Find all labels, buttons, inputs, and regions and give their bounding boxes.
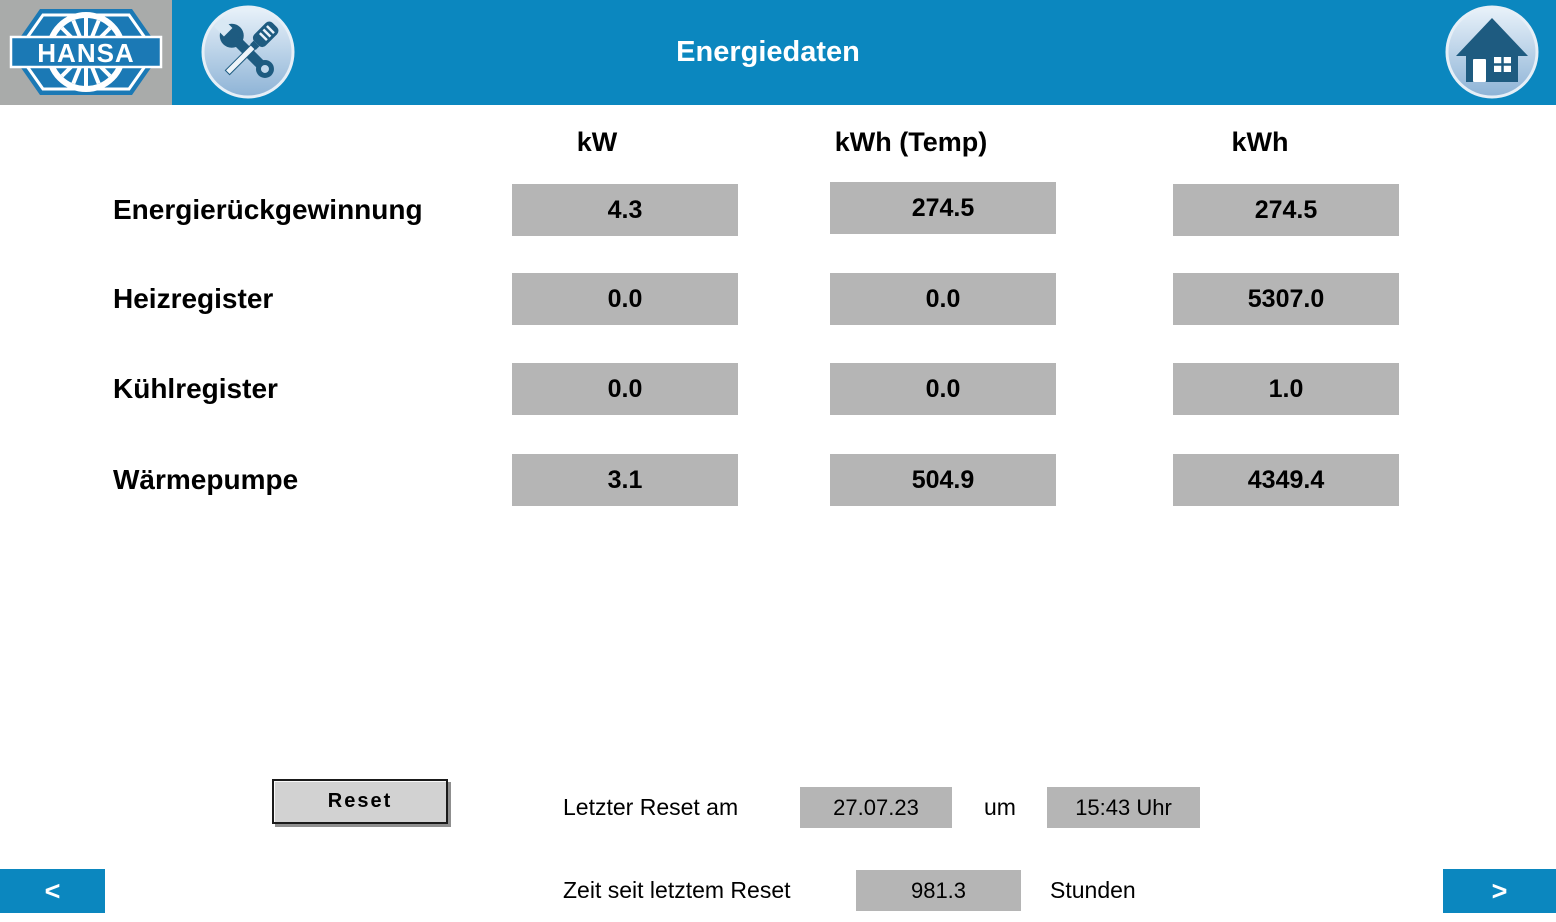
value-heizregister-kw: 0.0 [512,273,738,325]
value-energierueckgewinnung-kwh-temp: 274.5 [830,182,1056,234]
tools-icon [201,5,295,99]
last-reset-date-box: 27.07.23 [800,787,952,828]
value-kuehlregister-kwh-temp: 0.0 [830,363,1056,415]
value-waermepumpe-kwh: 4349.4 [1173,454,1399,506]
column-header-kwh-temp: kWh (Temp) [834,127,988,157]
hansa-logo: HANSA [0,0,172,105]
hansa-logo-graphic: HANSA [0,0,172,105]
elapsed-unit-label: Stunden [1050,877,1136,903]
row-label-waermepumpe: Wärmepumpe [113,464,299,495]
prev-page-button[interactable]: < [0,869,105,913]
elapsed-time-box: 981.3 [856,870,1021,911]
column-header-kwh: kWh [1231,127,1289,157]
column-header-kw: kW [576,127,618,157]
value-kuehlregister-kw: 0.0 [512,363,738,415]
home-icon [1445,5,1539,99]
value-waermepumpe-kw: 3.1 [512,454,738,506]
last-reset-label: Letzter Reset am [563,794,739,820]
value-kuehlregister-kwh: 1.0 [1173,363,1399,415]
row-label-energierueckgewinnung: Energierückgewinnung [113,194,423,225]
row-label-kuehlregister: Kühlregister [113,373,278,404]
home-button[interactable] [1444,4,1540,100]
chevron-right-icon: > [1491,875,1508,906]
next-page-button[interactable]: > [1443,869,1556,913]
value-heizregister-kwh-temp: 0.0 [830,273,1056,325]
value-heizregister-kwh: 5307.0 [1173,273,1399,325]
chevron-left-icon: < [44,875,61,906]
row-label-heizregister: Heizregister [113,283,274,314]
elapsed-time-label: Zeit seit letztem Reset [563,877,791,903]
settings-button[interactable] [200,4,296,100]
reset-button[interactable]: Reset [272,779,448,824]
value-waermepumpe-kwh-temp: 504.9 [830,454,1056,506]
value-energierueckgewinnung-kw: 4.3 [512,184,738,236]
last-reset-time-box: 15:43 Uhr [1047,787,1200,828]
um-label: um [984,794,1016,820]
value-energierueckgewinnung-kwh: 274.5 [1173,184,1399,236]
hansa-logo-text: HANSA [37,38,134,68]
